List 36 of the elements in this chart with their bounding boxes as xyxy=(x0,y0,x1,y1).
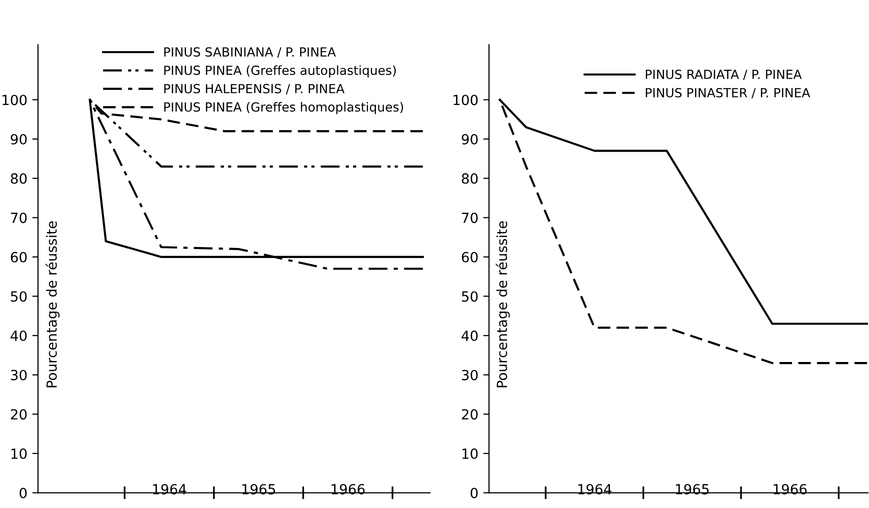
y-tick-label: 80 xyxy=(462,173,478,184)
y-tick-label: 30 xyxy=(10,370,27,380)
y-tick-label: 60 xyxy=(462,252,478,262)
y-tick-label: 40 xyxy=(10,330,27,342)
y-tick-label: 10 xyxy=(11,448,27,459)
y-tick-label: 70 xyxy=(11,212,27,224)
text: 1965 xyxy=(242,484,276,494)
y-tick-label: 90 xyxy=(462,134,478,145)
text: 1966 xyxy=(332,484,365,494)
legend-label: PINUS PINEA (Greffes autoplastiques) xyxy=(164,65,396,78)
legend-label: PINUS PINASTER / P. PINEA xyxy=(646,88,810,98)
text: 1965 xyxy=(676,484,709,494)
y-tick-label: 10 xyxy=(462,448,478,459)
y-tick-label: 30 xyxy=(462,370,478,380)
y-axis-title: Pourcentage de réussite xyxy=(496,221,510,388)
y-tick-label: 20 xyxy=(462,409,478,420)
y-axis-title: Pourcentage de réussite xyxy=(46,221,60,388)
y-tick-label: 20 xyxy=(10,409,27,420)
legend-label: PINUS PINEA (Greffes homoplastiques) xyxy=(164,102,404,114)
y-tick-label: 80 xyxy=(10,173,27,184)
y-tick-label: 70 xyxy=(462,212,478,224)
y-tick-label: 0 xyxy=(470,488,478,498)
legend-label: PINUS SABINIANA / P. PINEA xyxy=(164,47,336,58)
y-tick-label: 90 xyxy=(10,134,27,145)
y-tick-label: 100 xyxy=(2,94,27,106)
y-tick-label: 50 xyxy=(10,291,27,302)
y-tick-label: 40 xyxy=(462,330,478,342)
legend-label: PINUS HALEPENSIS / P. PINEA xyxy=(164,84,344,94)
y-tick-label: 50 xyxy=(462,291,478,302)
text: 1964 xyxy=(153,484,186,494)
text: 1964 xyxy=(578,484,612,494)
legend-label: PINUS RADIATA / P. PINEA xyxy=(646,70,802,80)
y-tick-label: 0 xyxy=(20,488,27,498)
text: 1966 xyxy=(774,484,807,494)
y-tick-label: 100 xyxy=(454,94,478,106)
y-tick-label: 60 xyxy=(10,252,27,262)
